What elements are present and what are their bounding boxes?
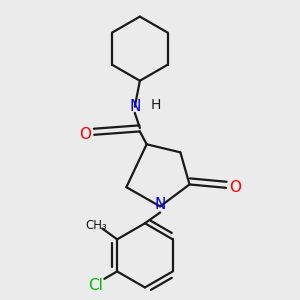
Text: N: N — [129, 99, 140, 114]
Text: CH₃: CH₃ — [85, 219, 107, 232]
Text: N: N — [154, 197, 166, 212]
Text: O: O — [79, 127, 91, 142]
Text: O: O — [230, 180, 242, 195]
Text: H: H — [151, 98, 161, 112]
Text: Cl: Cl — [88, 278, 103, 293]
